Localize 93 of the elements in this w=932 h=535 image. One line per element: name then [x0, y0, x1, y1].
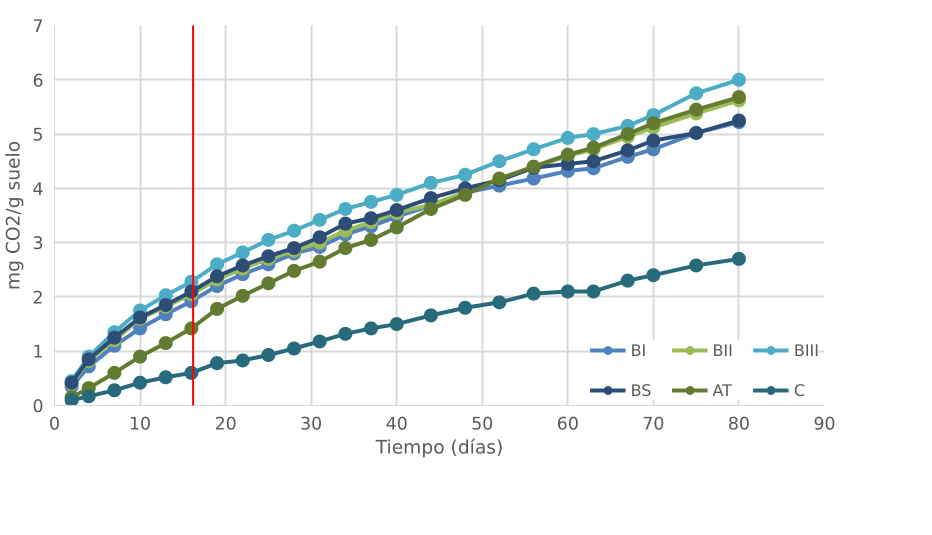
- point: [236, 288, 250, 303]
- point: [312, 334, 327, 348]
- point: [424, 176, 438, 190]
- point: [732, 72, 746, 87]
- point: [107, 330, 122, 345]
- point: [210, 269, 224, 284]
- y-tick-label: 2: [32, 288, 44, 308]
- point: [261, 348, 276, 362]
- point: [133, 350, 148, 364]
- point: [424, 202, 438, 216]
- point: [586, 284, 600, 298]
- point: [82, 389, 96, 404]
- point: [620, 127, 635, 142]
- point: [338, 216, 352, 231]
- x-axis-title: Tiempo (días): [374, 438, 504, 458]
- point: [646, 116, 660, 130]
- y-tick-label: 6: [32, 71, 44, 92]
- point: [732, 90, 746, 104]
- point: [261, 232, 276, 247]
- point: [646, 268, 660, 282]
- x-tick-label: 40: [386, 414, 408, 434]
- legend-label: BIII: [794, 340, 819, 360]
- point: [689, 102, 704, 117]
- legend-label: BS: [630, 380, 652, 400]
- point: [390, 203, 404, 218]
- legend-label: BII: [712, 340, 733, 360]
- point: [64, 393, 79, 406]
- legend-label: AT: [712, 380, 732, 400]
- point: [689, 258, 704, 272]
- point: [312, 230, 327, 244]
- point: [390, 188, 404, 202]
- point: [210, 257, 224, 272]
- point: [492, 154, 506, 168]
- y-tick-label: 3: [32, 234, 44, 254]
- point: [107, 383, 122, 398]
- point: [364, 232, 378, 247]
- point: [158, 370, 173, 384]
- point: [620, 274, 635, 288]
- x-tick-label: 20: [214, 414, 237, 434]
- x-tick-label: 70: [642, 414, 664, 434]
- point: [287, 264, 302, 278]
- point: [364, 211, 378, 226]
- point: [560, 284, 575, 298]
- point: [424, 308, 438, 322]
- point: [646, 134, 660, 148]
- legend-label: C: [794, 380, 806, 400]
- point: [261, 249, 276, 264]
- y-tick-label: 5: [32, 126, 44, 146]
- x-tick-label: 90: [813, 414, 836, 434]
- y-tick-label: 4: [32, 180, 44, 200]
- y-tick-label: 7: [32, 17, 44, 37]
- point: [236, 258, 250, 272]
- point: [312, 254, 327, 269]
- point: [732, 252, 746, 266]
- x-tick-label: 60: [556, 414, 579, 434]
- point: [261, 276, 276, 290]
- point: [338, 326, 352, 341]
- point: [210, 356, 224, 370]
- point: [312, 212, 327, 227]
- point: [526, 142, 541, 156]
- y-axis-title: mg CO2/g suelo: [3, 140, 24, 290]
- point: [689, 86, 704, 100]
- x-tick-label: 80: [728, 414, 750, 434]
- point: [620, 143, 635, 158]
- point: [586, 127, 600, 142]
- y-tick-label: 0: [32, 397, 44, 417]
- point: [390, 220, 404, 234]
- point: [390, 317, 404, 332]
- point: [133, 376, 148, 390]
- point: [458, 168, 472, 182]
- point: [560, 130, 575, 145]
- point: [492, 295, 506, 310]
- point: [158, 336, 173, 350]
- legend-label: BI: [630, 340, 648, 360]
- point: [287, 342, 302, 356]
- point: [458, 300, 472, 315]
- x-tick-label: 10: [129, 414, 152, 434]
- point: [586, 154, 600, 168]
- y-tick-label: 1: [32, 342, 44, 363]
- x-tick-label: 0: [48, 414, 60, 434]
- x-tick-label: 50: [471, 414, 494, 434]
- point: [287, 241, 302, 256]
- point: [338, 241, 352, 256]
- point: [210, 302, 224, 316]
- point: [236, 245, 250, 260]
- point: [526, 286, 541, 301]
- x-tick-label: 30: [300, 414, 322, 434]
- point: [338, 202, 352, 216]
- point: [287, 224, 302, 238]
- point: [107, 366, 122, 380]
- point: [364, 194, 378, 209]
- point: [236, 353, 250, 368]
- point: [364, 321, 378, 336]
